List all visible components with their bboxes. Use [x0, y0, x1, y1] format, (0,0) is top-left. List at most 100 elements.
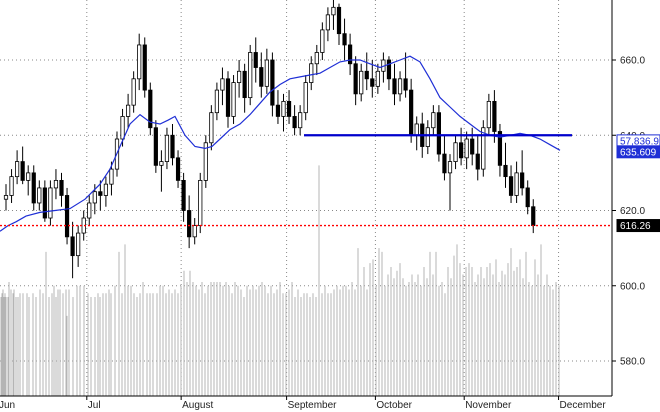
- candle-body-up: [298, 112, 303, 129]
- candle: [392, 63, 397, 106]
- candle: [48, 180, 53, 226]
- candle-body-up: [220, 78, 225, 91]
- candle-body-down: [292, 116, 297, 129]
- moving-average-line: [0, 55, 561, 232]
- candle-body-down: [98, 191, 103, 196]
- candle-body-up: [231, 82, 236, 117]
- candle: [231, 75, 236, 124]
- candle: [220, 67, 225, 106]
- candle-body-up: [9, 176, 14, 196]
- candle-body-down: [503, 164, 508, 178]
- candle: [497, 123, 503, 177]
- candle: [148, 82, 153, 136]
- candle: [375, 63, 380, 94]
- candle: [525, 180, 530, 215]
- candle-body-down: [275, 104, 281, 117]
- candle: [309, 56, 314, 91]
- candle-body-up: [264, 59, 269, 87]
- candle-body-down: [336, 6, 342, 35]
- candle-body-down: [386, 59, 392, 80]
- candle: [425, 120, 430, 155]
- candle-body-down: [520, 172, 525, 189]
- candle-body-up: [486, 100, 491, 129]
- candle-body-up: [159, 161, 164, 166]
- candle-body-up: [198, 179, 203, 226]
- candle-body-up: [192, 225, 197, 238]
- candle-body-down: [497, 131, 503, 166]
- time-tick-label: October: [376, 400, 412, 411]
- candle: [281, 93, 286, 132]
- value-tag: 635.609: [616, 145, 660, 159]
- candle: [137, 33, 142, 91]
- candle-body-down: [242, 70, 247, 99]
- candle: [347, 33, 353, 76]
- candle-body-up: [431, 112, 436, 129]
- candle-body-down: [259, 67, 264, 87]
- candle-body-down: [70, 236, 75, 257]
- candle: [126, 93, 131, 128]
- candle-body-up: [425, 127, 430, 147]
- candle: [481, 120, 486, 177]
- candle: [70, 221, 75, 279]
- candle-body-down: [531, 206, 536, 226]
- time-tick-label: August: [182, 400, 213, 411]
- candle-body-down: [409, 89, 414, 136]
- candle: [486, 93, 491, 136]
- candle: [264, 48, 269, 94]
- candle-body-down: [42, 187, 47, 219]
- candle: [464, 131, 469, 170]
- candle-body-down: [492, 100, 497, 132]
- candle: [248, 44, 253, 106]
- candle-body-down: [64, 195, 70, 238]
- candle-body-up: [514, 172, 519, 196]
- candle-body-down: [59, 179, 64, 196]
- time-tick-label: Jul: [88, 400, 101, 411]
- candle-body-up: [453, 142, 458, 162]
- candle-body-down: [153, 127, 158, 166]
- candle-body-down: [342, 33, 347, 46]
- candle: [353, 56, 358, 106]
- candle-body-up: [414, 123, 419, 136]
- candle-body-up: [109, 168, 114, 185]
- candle-body-down: [353, 63, 358, 95]
- candle: [175, 150, 181, 188]
- candle: [59, 172, 64, 207]
- candle: [298, 105, 303, 136]
- volume-bars: [0, 165, 560, 396]
- candle: [520, 150, 525, 196]
- candle-body-up: [131, 78, 136, 106]
- candle: [14, 150, 20, 185]
- candle-body-up: [447, 161, 453, 174]
- candle-body-down: [270, 59, 275, 106]
- candle: [98, 180, 103, 211]
- candle: [153, 120, 158, 173]
- candle-body-down: [20, 161, 25, 181]
- candle: [386, 56, 392, 91]
- candle-body-down: [508, 176, 514, 196]
- candle-body-down: [187, 210, 192, 238]
- candle: [259, 52, 264, 98]
- price-tick-label: 620.0: [620, 206, 645, 217]
- candle: [9, 169, 14, 203]
- candle: [236, 60, 242, 98]
- candle-body-up: [103, 183, 108, 196]
- candle: [325, 7, 331, 42]
- price-tick-label: 580.0: [620, 357, 645, 368]
- candle-body-up: [325, 14, 331, 31]
- candle: [198, 172, 203, 234]
- candle-body-down: [286, 100, 292, 117]
- price-tick-label: 600.0: [620, 281, 645, 292]
- candle: [159, 150, 164, 192]
- candle: [275, 90, 281, 124]
- candle: [253, 37, 258, 83]
- candle-body-up: [397, 78, 403, 95]
- candle-body-up: [375, 70, 380, 87]
- candle: [164, 127, 170, 170]
- candle-body-down: [170, 134, 175, 159]
- candle: [431, 105, 436, 136]
- candle-body-up: [87, 202, 92, 219]
- candle-body-down: [370, 78, 375, 87]
- candle: [303, 75, 308, 121]
- candle: [20, 146, 25, 185]
- time-tick-label: Jun: [0, 400, 15, 411]
